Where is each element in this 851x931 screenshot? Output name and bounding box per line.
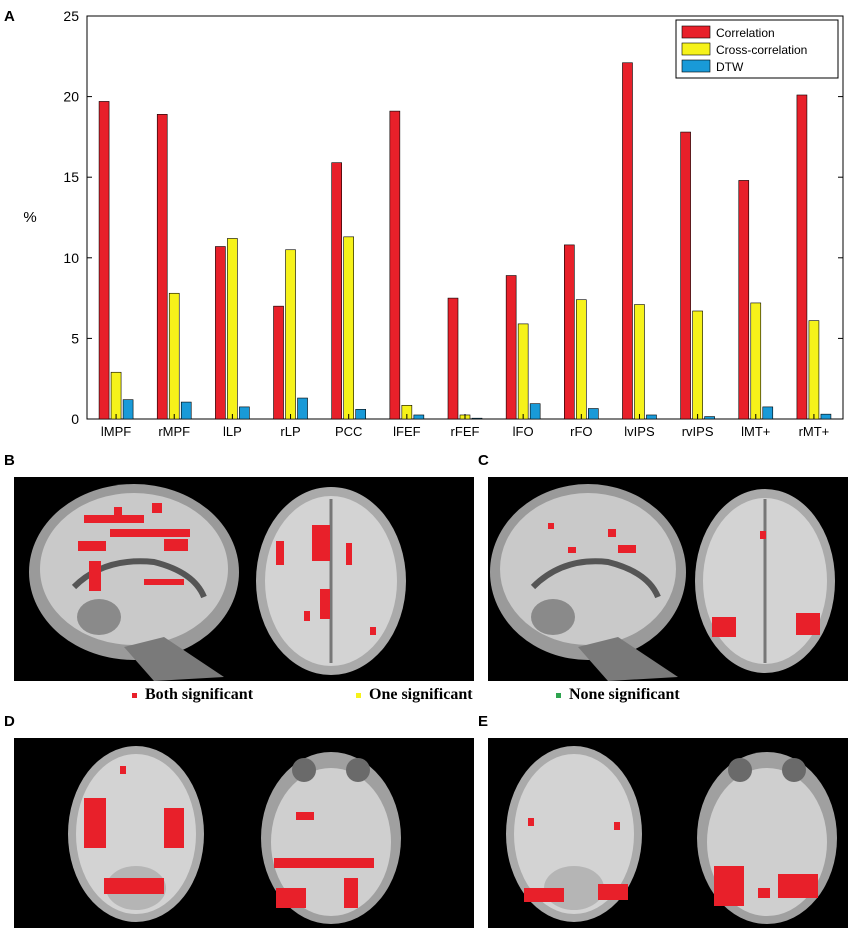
- y-tick-label: 25: [63, 8, 79, 24]
- sagittal-brain-slice: [29, 484, 239, 681]
- bar-correlation-PCC: [331, 162, 342, 420]
- bar-dtw-rFO: [588, 408, 599, 420]
- significance-legend: Both significant One significant None si…: [0, 683, 851, 709]
- axial-activation-overlay-right: [274, 812, 374, 908]
- x-tick-label: rvIPS: [682, 424, 714, 439]
- bar-dtw-lLP: [239, 406, 250, 420]
- x-tick-label: lvIPS: [624, 424, 655, 439]
- panel-label-c: C: [478, 452, 489, 469]
- legend-label: DTW: [716, 60, 744, 74]
- x-tick-label: lMPF: [101, 424, 131, 439]
- panel-label-d: D: [4, 713, 15, 730]
- y-tick-label: 0: [71, 411, 79, 427]
- bar-correlation-lMT+: [738, 180, 750, 420]
- brain-image-panel-b: [14, 477, 474, 681]
- bar-correlation-rvIPS: [680, 131, 691, 420]
- x-tick-label: rMT+: [799, 424, 830, 439]
- bar-cross-correlation-lMPF: [110, 371, 122, 420]
- brain-image-panel-e: [488, 738, 848, 928]
- axial-activation-overlay: [276, 525, 376, 635]
- legend-swatch: [681, 25, 711, 39]
- bar-cross-correlation-rLP: [285, 249, 296, 420]
- bar-dtw-lvIPS: [646, 414, 657, 420]
- bar-correlation-lFO: [505, 275, 517, 420]
- bar-correlation-rLP: [273, 305, 284, 420]
- bar-correlation-lMPF: [98, 101, 110, 420]
- y-tick-label: 15: [63, 169, 79, 185]
- bar-cross-correlation-rMT+: [808, 320, 820, 420]
- x-tick-label: rLP: [280, 424, 300, 439]
- legend-swatch: [681, 59, 711, 73]
- bar-dtw-rvIPS: [704, 416, 715, 420]
- x-tick-label: lFEF: [393, 424, 421, 439]
- bar-dtw-PCC: [355, 409, 366, 420]
- panel-label-a: A: [4, 8, 15, 25]
- legend-label: Correlation: [716, 26, 775, 40]
- bar-dtw-lMT+: [762, 406, 774, 420]
- bar-dtw-lFO: [529, 403, 541, 420]
- axial-activation-overlay-left: [524, 818, 628, 902]
- legend-swatch: [681, 42, 711, 56]
- legend-swatch-one: [356, 692, 361, 698]
- brain-image-panel-d: [14, 738, 474, 928]
- legend-label-both: Both significant: [145, 686, 254, 703]
- bar-dtw-rLP: [297, 397, 308, 420]
- sagittal-activation-overlay: [548, 523, 636, 553]
- bar-cross-correlation-rFO: [576, 299, 587, 420]
- axial-activation-overlay-left: [84, 766, 184, 894]
- y-tick-label: 5: [71, 330, 79, 346]
- x-tick-label: rFO: [570, 424, 592, 439]
- axial-activation-overlay: [712, 531, 820, 637]
- bar-chart: 0 5 10 15 20 25% lMPF rMPF lLP rLP PCC lFEF rFEF lFO r…: [23, 8, 844, 439]
- brain-image-panel-c: [488, 477, 848, 681]
- x-tick-label: rFEF: [451, 424, 480, 439]
- y-tick-label: 10: [63, 250, 79, 266]
- legend-label: Cross-correlation: [716, 43, 807, 57]
- bar-dtw-rMT+: [820, 413, 832, 420]
- panel-label-e: E: [478, 713, 489, 730]
- bar-correlation-lFEF: [389, 110, 401, 420]
- bar-correlation-rMPF: [156, 114, 168, 420]
- x-tick-label: PCC: [335, 424, 362, 439]
- axial-brain-slice: [695, 489, 835, 673]
- bar-cross-correlation-lMT+: [750, 302, 762, 420]
- sagittal-activation-overlay: [78, 503, 190, 591]
- axial-brain-slice: [256, 487, 406, 675]
- legend-both-significant: Both significant: [132, 686, 253, 704]
- y-tick-label: 20: [63, 89, 79, 105]
- bar-dtw-rFEF: [471, 417, 483, 420]
- bar-cross-correlation-lLP: [227, 238, 238, 420]
- bar-dtw-rMPF: [180, 401, 192, 420]
- bar-correlation-rFO: [564, 244, 575, 420]
- bar-cross-correlation-lvIPS: [634, 304, 645, 420]
- bar-correlation-lvIPS: [622, 62, 633, 420]
- bar-dtw-lFEF: [413, 414, 425, 420]
- bar-cross-correlation-rvIPS: [692, 310, 703, 420]
- legend-label-none: None significant: [569, 686, 680, 703]
- x-tick-label: lFO: [513, 424, 534, 439]
- bar-correlation-rMT+: [796, 94, 808, 420]
- x-tick-label: lLP: [223, 424, 242, 439]
- y-axis-label: %: [23, 209, 36, 226]
- x-tick-label: rMPF: [158, 424, 190, 439]
- x-tick-label: lMT+: [741, 424, 770, 439]
- axial-brain-slice-right: [261, 752, 401, 924]
- sagittal-brain-slice: [490, 484, 686, 681]
- axial-activation-overlay-right: [714, 866, 818, 906]
- bar-cross-correlation-lFO: [517, 323, 529, 420]
- legend-none-significant: None significant: [556, 686, 680, 704]
- axial-brain-slice-left: [506, 746, 642, 922]
- bar-correlation-lLP: [215, 246, 226, 420]
- legend-label-one: One significant: [369, 686, 473, 703]
- legend-swatch-both: [132, 692, 137, 698]
- bar-correlation-rFEF: [447, 297, 459, 420]
- legend-swatch-none: [556, 692, 561, 698]
- axial-brain-slice-left: [68, 746, 204, 922]
- bar-dtw-lMPF: [122, 399, 134, 420]
- bar-cross-correlation-PCC: [343, 236, 354, 420]
- panel-label-b: B: [4, 452, 15, 469]
- bar-cross-correlation-rMPF: [168, 292, 180, 420]
- legend-one-significant: One significant: [356, 686, 473, 704]
